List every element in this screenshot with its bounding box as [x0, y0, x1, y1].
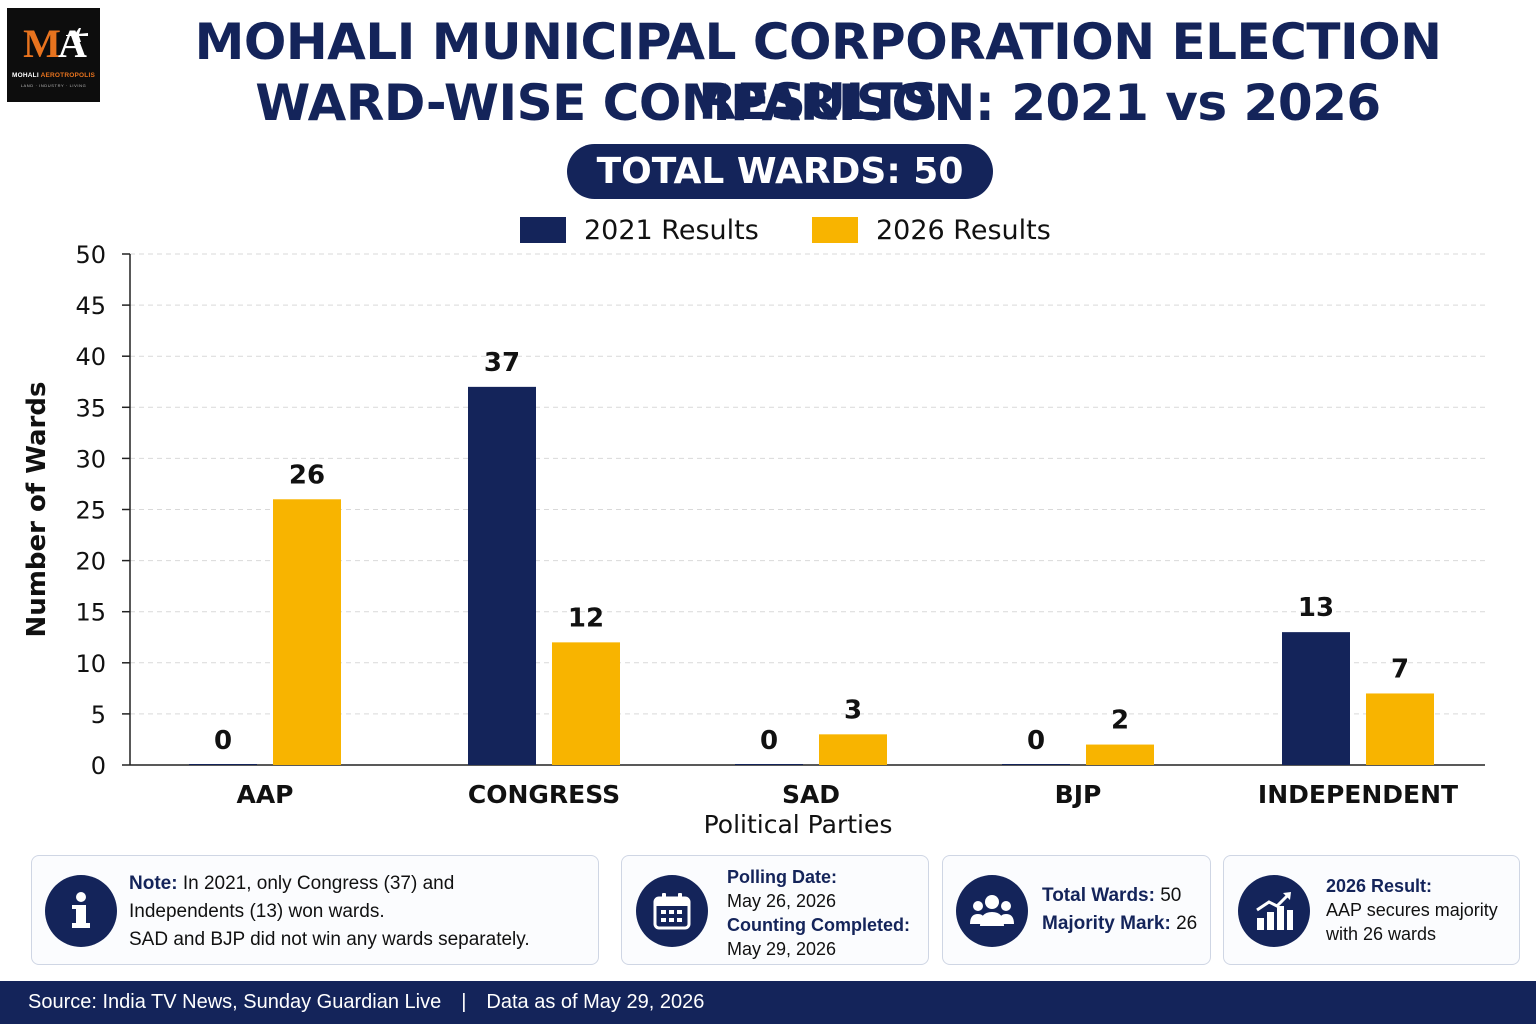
y-tick-label: 45 — [75, 292, 106, 320]
bar-independent-2021 — [1282, 632, 1350, 765]
category-label-congress: CONGRESS — [468, 780, 620, 809]
y-axis-title: Number of Wards — [22, 382, 52, 638]
data-label-independent-2026: 7 — [1391, 654, 1409, 684]
data-label-congress-2021: 37 — [484, 348, 520, 378]
bar-aap-2021 — [189, 764, 257, 765]
x-axis-title: Political Parties — [704, 810, 893, 839]
logo-mark-a: A — [57, 21, 87, 66]
logo-name-part2: AEROTROPOLIS — [40, 72, 95, 79]
logo-mark-m: M — [23, 21, 61, 66]
majority-mark-label: Majority Mark: — [1042, 913, 1171, 934]
note-label: Note: — [129, 873, 178, 894]
footer-source: Source: India TV News, Sunday Guardian L… — [28, 991, 442, 1013]
wards-card: Total Wards: 50 Majority Mark: 26 — [942, 855, 1211, 965]
page-subtitle: WARD-WISE COMPARISON: 2021 vs 2026 — [255, 74, 1381, 132]
polling-date-value: May 26, 2026 — [727, 891, 837, 911]
polling-date-label: Polling Date: — [727, 867, 838, 887]
y-tick-label: 15 — [75, 599, 106, 627]
counting-date-value: May 29, 2026 — [727, 939, 837, 959]
category-label-sad: SAD — [782, 780, 840, 809]
total-wards-label: Total Wards: — [1042, 885, 1155, 906]
bar-congress-2026 — [552, 642, 620, 765]
y-tick-label: 35 — [75, 394, 106, 422]
data-label-bjp-2021: 0 — [1027, 726, 1045, 756]
footer-separator: | — [461, 991, 467, 1013]
bar-sad-2021 — [735, 764, 803, 765]
logo-name-part1: MOHALI — [11, 72, 39, 79]
data-label-sad-2026: 3 — [844, 695, 862, 725]
airplane-icon — [66, 28, 88, 42]
legend-item-2026: 2026 Results — [812, 212, 1051, 248]
dates-text: Polling Date: May 26, 2026 Counting Comp… — [727, 865, 910, 961]
y-tick-label: 5 — [91, 701, 106, 729]
calendar-icon — [636, 875, 708, 947]
info-icon — [45, 875, 117, 947]
note-line3: SAD and BJP did not win any wards separa… — [129, 929, 530, 950]
footer-data-date: Data as of May 29, 2026 — [486, 991, 705, 1013]
note-line2: Independents (13) won wards. — [129, 901, 385, 922]
result-card: 2026 Result: AAP secures majority with 2… — [1223, 855, 1520, 965]
data-label-congress-2026: 12 — [568, 603, 604, 633]
note-card: Note: In 2021, only Congress (37) and In… — [31, 855, 599, 965]
dates-card: Polling Date: May 26, 2026 Counting Comp… — [621, 855, 929, 965]
category-label-aap: AAP — [236, 780, 293, 809]
y-tick-label: 10 — [75, 650, 106, 678]
logo-mark: MA — [7, 22, 100, 66]
counting-date-label: Counting Completed: — [727, 915, 910, 935]
data-label-independent-2021: 13 — [1298, 593, 1334, 623]
data-label-sad-2021: 0 — [760, 726, 778, 756]
legend-item-2021: 2021 Results — [520, 212, 759, 248]
result-text: 2026 Result: AAP secures majority with 2… — [1326, 874, 1498, 946]
y-tick-label: 40 — [75, 343, 106, 371]
logo-tagline: LAND · INDUSTRY · LIVING — [20, 83, 87, 88]
note-line1: In 2021, only Congress (37) and — [177, 873, 455, 894]
y-tick-label: 25 — [75, 497, 106, 525]
footer: Source: India TV News, Sunday Guardian L… — [0, 981, 1536, 1024]
result-label: 2026 Result: — [1326, 876, 1433, 896]
bar-congress-2021 — [468, 386, 536, 765]
y-tick-label: 0 — [91, 752, 106, 780]
page-title: MOHALI MUNICIPAL CORPORATION ELECTION RE… — [194, 13, 1442, 131]
category-label-independent: INDEPENDENT — [1258, 780, 1458, 809]
growth-chart-icon — [1238, 875, 1310, 947]
bar-bjp-2026 — [1086, 744, 1154, 765]
people-icon — [956, 875, 1028, 947]
total-wards-badge: TOTAL WARDS: 50 — [567, 144, 993, 199]
bar-aap-2026 — [273, 499, 341, 765]
wards-text: Total Wards: 50 Majority Mark: 26 — [1042, 882, 1197, 938]
result-line1: AAP secures majority — [1326, 900, 1498, 920]
logo: MA MOHALI AEROTROPOLIS LAND · INDUSTRY ·… — [7, 8, 100, 102]
legend-swatch-2026 — [812, 217, 858, 243]
y-tick-label: 20 — [75, 548, 106, 576]
legend-label-2026: 2026 Results — [876, 214, 1051, 246]
bar-independent-2026 — [1366, 693, 1434, 765]
y-tick-label: 50 — [75, 241, 106, 269]
total-wards-value: 50 — [1154, 885, 1182, 906]
data-label-bjp-2026: 2 — [1111, 706, 1129, 736]
majority-mark-value: 26 — [1170, 913, 1198, 934]
note-text: Note: In 2021, only Congress (37) and In… — [129, 870, 530, 954]
bar-sad-2026 — [819, 734, 887, 765]
result-line2: with 26 wards — [1326, 924, 1437, 944]
logo-name: MOHALI AEROTROPOLIS — [7, 72, 100, 79]
data-label-aap-2026: 26 — [289, 460, 325, 490]
legend-label-2021: 2021 Results — [584, 214, 759, 246]
legend-swatch-2021 — [520, 217, 566, 243]
category-label-bjp: BJP — [1055, 780, 1102, 809]
bar-bjp-2021 — [1002, 764, 1070, 765]
y-tick-label: 30 — [75, 445, 106, 473]
data-label-aap-2021: 0 — [214, 726, 232, 756]
